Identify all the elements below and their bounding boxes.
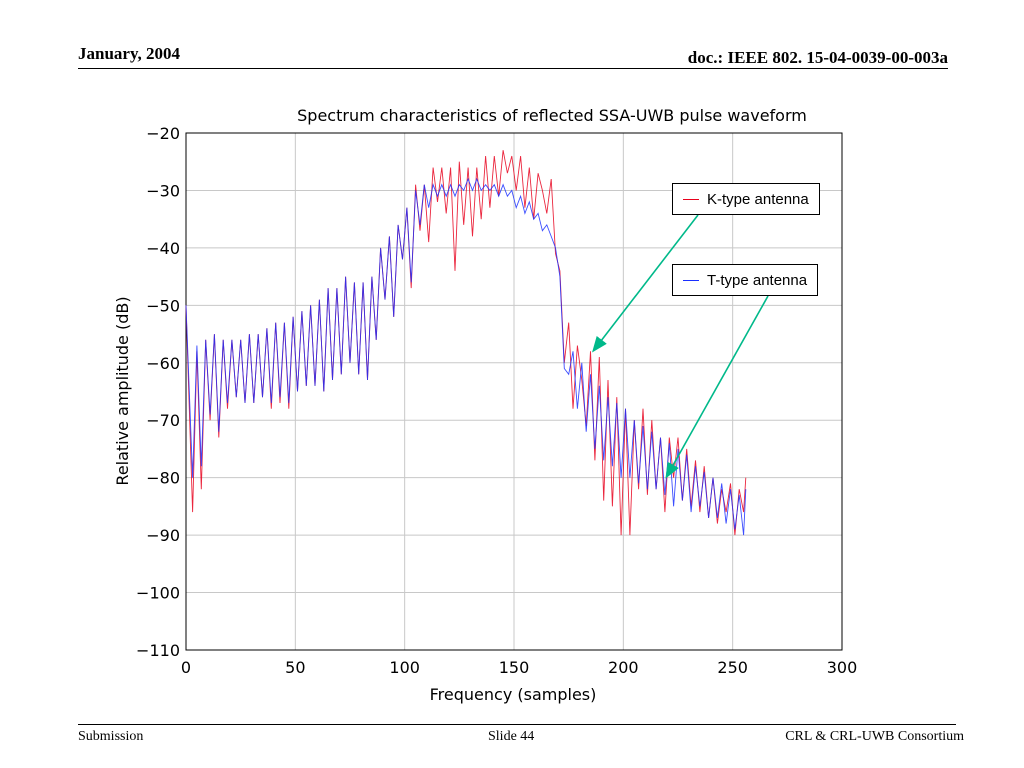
footer-organization: CRL & CRL-UWB Consortium	[785, 729, 964, 744]
t-type-arrow	[665, 295, 769, 479]
t-type-swatch	[683, 279, 699, 281]
y-axis-label: Relative amplitude (dB)	[113, 296, 132, 485]
x-tick-label: 50	[285, 658, 305, 677]
x-tick-label: 100	[389, 658, 420, 677]
x-tick-label: 300	[827, 658, 858, 677]
x-axis-ticks: 0 50 100 150 200 250 300	[181, 658, 857, 677]
header-date: January, 2004	[78, 44, 181, 63]
t-type-series-line	[185, 177, 747, 536]
x-tick-label: 0	[181, 658, 191, 677]
footer-rule	[78, 724, 956, 725]
y-tick-label: −100	[136, 584, 180, 603]
legend-k-type: K-type antenna	[672, 183, 820, 215]
y-axis-ticks: −20 −30 −40 −50 −60 −70 −80 −90 −100 −110	[136, 124, 180, 660]
legend-t-type: T-type antenna	[672, 264, 819, 296]
y-tick-label: −30	[146, 181, 180, 200]
y-tick-label: −90	[146, 526, 180, 545]
k-type-swatch	[683, 198, 699, 200]
annotation-arrows	[592, 214, 769, 479]
y-tick-label: −40	[146, 239, 180, 258]
header-doc-id: doc.: IEEE 802. 15-04-0039-00-003a	[687, 48, 948, 67]
legend-t-type-label: T-type antenna	[707, 271, 808, 289]
x-tick-label: 250	[717, 658, 748, 677]
chart-title: Spectrum characteristics of reflected SS…	[297, 106, 807, 125]
plot-frame	[185, 132, 843, 651]
x-axis-label: Frequency (samples)	[430, 685, 597, 704]
y-tick-label: −70	[146, 411, 180, 430]
header-rule	[78, 68, 948, 69]
y-tick-label: −80	[146, 469, 180, 488]
legend-k-type-label: K-type antenna	[707, 190, 809, 208]
y-tick-label: −110	[136, 641, 180, 660]
footer-slide-number: Slide 44	[488, 729, 535, 744]
y-tick-label: −20	[146, 124, 180, 143]
chart-series	[185, 150, 747, 536]
footer-submission: Submission	[78, 729, 144, 744]
y-tick-label: −50	[146, 296, 180, 315]
x-tick-label: 200	[608, 658, 639, 677]
y-tick-label: −60	[146, 354, 180, 373]
x-tick-label: 150	[499, 658, 530, 677]
k-type-arrow	[592, 214, 699, 353]
